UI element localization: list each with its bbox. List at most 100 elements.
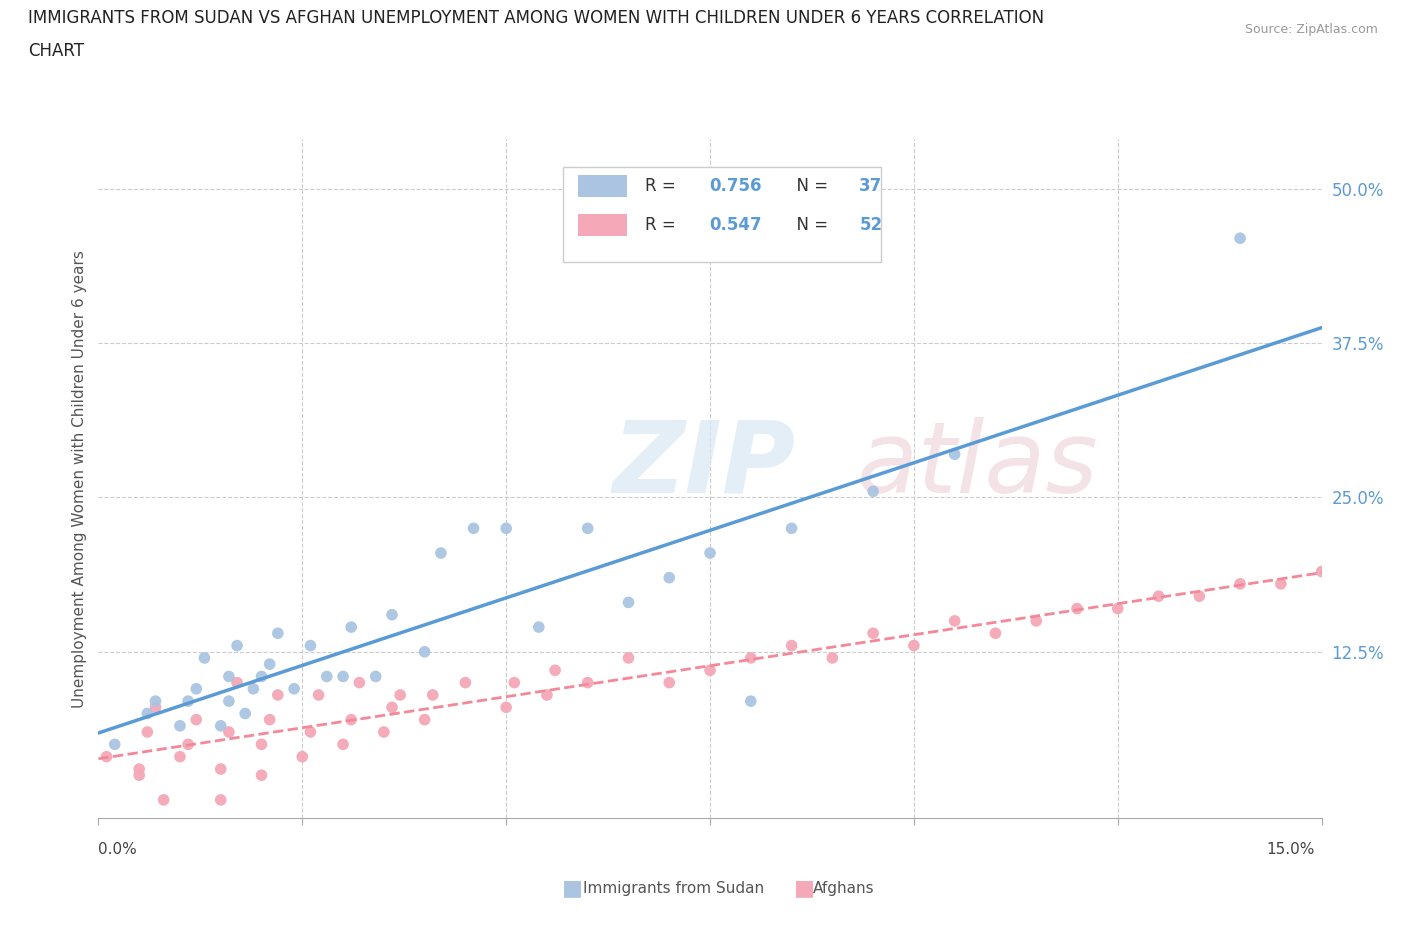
Point [576, 521, 599, 536]
Point [576, 675, 599, 690]
Point [340, 712, 363, 727]
Point [128, 762, 150, 777]
Point [250, 737, 273, 751]
Point [1229, 577, 1251, 591]
Point [1270, 577, 1292, 591]
Point [299, 638, 322, 653]
Point [1025, 614, 1047, 629]
Point [699, 546, 721, 561]
Point [332, 737, 354, 751]
Point [780, 521, 803, 536]
Point [226, 675, 249, 690]
Point [209, 762, 232, 777]
Point [104, 737, 127, 751]
Point [152, 792, 174, 807]
Point [422, 687, 444, 702]
Point [430, 546, 453, 561]
Point [218, 724, 240, 739]
Point [503, 675, 526, 690]
Point [332, 669, 354, 684]
Point [903, 638, 925, 653]
Point [984, 626, 1007, 641]
Point [617, 650, 640, 665]
Point [740, 694, 762, 709]
Text: 52: 52 [859, 216, 883, 234]
Point [740, 650, 762, 665]
Point [373, 724, 395, 739]
Text: 0.0%: 0.0% [98, 842, 138, 857]
Point [495, 521, 517, 536]
Point [226, 638, 249, 653]
Point [381, 700, 404, 715]
Point [527, 619, 550, 634]
Point [259, 712, 281, 727]
Point [1310, 565, 1333, 579]
Text: N =: N = [786, 178, 834, 195]
Point [1147, 589, 1170, 604]
Text: N =: N = [786, 216, 834, 234]
Point [218, 694, 240, 709]
Point [186, 712, 208, 727]
Point [96, 750, 118, 764]
Point [250, 669, 273, 684]
Text: Source: ZipAtlas.com: Source: ZipAtlas.com [1244, 23, 1378, 36]
Text: CHART: CHART [28, 42, 84, 60]
Point [658, 675, 681, 690]
Point [283, 682, 305, 697]
Point [340, 619, 363, 634]
Point [495, 700, 517, 715]
Text: 37: 37 [859, 178, 883, 195]
Point [413, 644, 436, 659]
Point [315, 669, 337, 684]
Point [943, 614, 966, 629]
Point [454, 675, 477, 690]
Text: R =: R = [645, 216, 681, 234]
Point [389, 687, 412, 702]
Point [169, 718, 191, 733]
Point [943, 446, 966, 461]
Point [145, 700, 167, 715]
Point [242, 682, 264, 697]
Point [299, 724, 322, 739]
Point [413, 712, 436, 727]
Point [381, 607, 404, 622]
Point [1229, 231, 1251, 246]
Text: IMMIGRANTS FROM SUDAN VS AFGHAN UNEMPLOYMENT AMONG WOMEN WITH CHILDREN UNDER 6 Y: IMMIGRANTS FROM SUDAN VS AFGHAN UNEMPLOY… [28, 9, 1045, 27]
Point [1188, 589, 1211, 604]
Text: ■: ■ [562, 878, 583, 898]
Point [544, 663, 567, 678]
Point [186, 682, 208, 697]
Point [699, 663, 721, 678]
Text: 0.756: 0.756 [709, 178, 761, 195]
Text: Afghans: Afghans [813, 881, 875, 896]
Point [169, 750, 191, 764]
Point [193, 650, 215, 665]
Point [128, 768, 150, 783]
Text: 0.547: 0.547 [709, 216, 762, 234]
Point [267, 687, 290, 702]
Point [536, 687, 558, 702]
Point [209, 792, 232, 807]
Point [862, 484, 884, 498]
Point [250, 768, 273, 783]
Point [780, 638, 803, 653]
Point [308, 687, 330, 702]
Point [267, 626, 290, 641]
Text: 15.0%: 15.0% [1267, 842, 1315, 857]
Point [463, 521, 485, 536]
Point [1107, 601, 1129, 616]
Point [136, 706, 159, 721]
Point [218, 669, 240, 684]
Point [177, 694, 200, 709]
Text: ■: ■ [794, 878, 815, 898]
Y-axis label: Unemployment Among Women with Children Under 6 years: Unemployment Among Women with Children U… [72, 250, 87, 708]
Text: Immigrants from Sudan: Immigrants from Sudan [583, 881, 765, 896]
Text: ZIP: ZIP [612, 417, 796, 514]
FancyBboxPatch shape [578, 175, 627, 197]
Point [821, 650, 844, 665]
Text: atlas: atlas [856, 417, 1098, 514]
Point [136, 724, 159, 739]
Point [209, 718, 232, 733]
Text: R =: R = [645, 178, 681, 195]
Point [1066, 601, 1088, 616]
